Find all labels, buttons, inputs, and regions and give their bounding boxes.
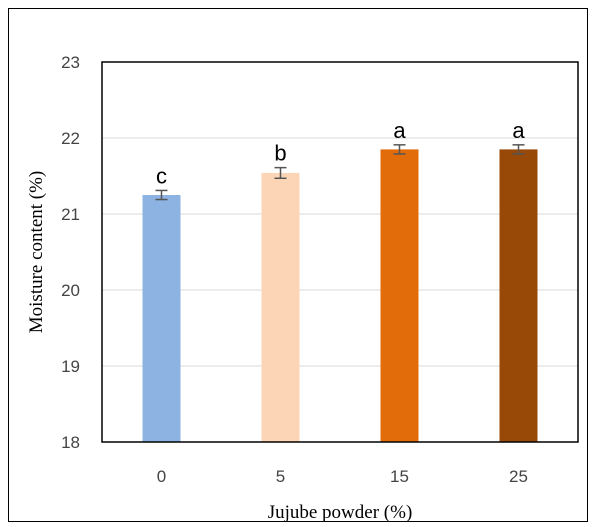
significance-letter: c (156, 163, 167, 188)
bars (142, 149, 538, 442)
x-tick-label: 25 (509, 467, 528, 486)
y-axis-title: Moisture content (%) (26, 171, 47, 334)
x-axis-title: Jujube powder (%) (268, 502, 413, 523)
x-tick-label: 15 (390, 467, 409, 486)
y-tick-label: 23 (61, 53, 80, 72)
bar (261, 172, 300, 442)
bar (142, 195, 181, 442)
y-tick-label: 18 (61, 433, 80, 452)
labels: 18 19 20 21 22 23 c 0 b 5 a 15 a 25 (61, 53, 528, 486)
y-tick-label: 19 (61, 357, 80, 376)
gridlines (102, 137, 578, 367)
y-tick-label: 22 (61, 129, 80, 148)
x-tick-label: 5 (276, 467, 285, 486)
bar (499, 149, 538, 442)
significance-letter: a (393, 118, 406, 143)
y-tick-label: 20 (61, 281, 80, 300)
plot-area-border (101, 61, 579, 443)
bar (380, 149, 419, 442)
significance-letter: b (274, 141, 286, 166)
x-tick-label: 0 (157, 467, 166, 486)
error-bars (155, 144, 525, 201)
y-tick-label: 21 (61, 205, 80, 224)
significance-letter: a (512, 118, 525, 143)
